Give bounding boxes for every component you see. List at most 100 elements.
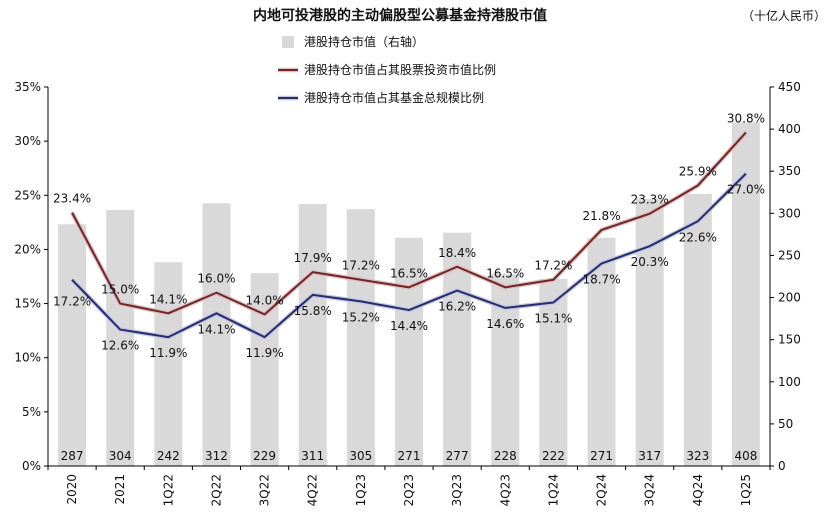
bar-label-1Q25: 408 — [734, 449, 757, 463]
red-point-label-4Q22: 17.9% — [294, 251, 332, 265]
blue-point-label-1Q22: 11.9% — [149, 346, 187, 360]
lines-layer — [70, 130, 748, 340]
red-point-label-2Q24: 21.8% — [582, 209, 620, 223]
bar-2Q24 — [587, 237, 616, 466]
blue-point-label-4Q23: 14.6% — [486, 317, 524, 331]
right-tick-label: 250 — [778, 248, 801, 262]
x-tick-label-2020: 2020 — [65, 474, 79, 505]
legend: 港股持仓市值（右轴） 港股持仓市值占其股票投资市值比例港股持仓市值占其基金总规模比… — [278, 34, 496, 105]
bar-2Q22 — [202, 203, 231, 466]
bar-label-1Q22: 242 — [157, 449, 180, 463]
x-tick-label-4Q24: 4Q24 — [691, 474, 705, 506]
bar-2021 — [106, 209, 135, 466]
blue-point-label-1Q25: 27.0% — [727, 183, 765, 197]
x-tick-label-3Q24: 3Q24 — [643, 474, 657, 506]
series-line-2 — [71, 172, 747, 339]
right-tick-label: 300 — [778, 206, 801, 220]
red-point-label-2Q23: 16.5% — [390, 266, 428, 280]
bar-2020 — [58, 224, 87, 466]
legend-swatch-bar — [282, 36, 294, 48]
x-tick-label-1Q24: 1Q24 — [546, 474, 560, 506]
red-point-label-1Q25: 30.8% — [727, 111, 765, 125]
blue-point-label-2021: 12.6% — [101, 339, 139, 353]
left-tick-label: 5% — [22, 405, 41, 419]
bar-label-2Q23: 271 — [398, 449, 421, 463]
red-point-label-2021: 15.0% — [101, 283, 139, 297]
bar-label-1Q24: 222 — [542, 449, 565, 463]
blue-point-label-2020: 17.2% — [53, 295, 91, 309]
bar-1Q22 — [154, 262, 183, 466]
bar-label-4Q22: 311 — [301, 449, 324, 463]
x-tick-label-4Q22: 4Q22 — [306, 474, 320, 506]
blue-point-label-1Q24: 15.1% — [534, 311, 572, 325]
right-tick-label: 150 — [778, 333, 801, 347]
red-point-label-1Q24: 17.2% — [534, 259, 572, 273]
x-tick-label-2Q23: 2Q23 — [402, 474, 416, 506]
labels-layer: 287 304 242 312 229 311 305 271 277 228 222 271 317 3… — [53, 111, 765, 463]
blue-point-label-3Q23: 16.2% — [438, 300, 476, 314]
left-tick-label: 35% — [14, 80, 41, 94]
red-point-label-3Q22: 14.0% — [246, 293, 284, 307]
left-tick-label: 15% — [14, 297, 41, 311]
blue-point-label-3Q24: 20.3% — [631, 255, 669, 269]
left-tick-label: 0% — [22, 459, 41, 473]
right-tick-label: 50 — [778, 417, 793, 431]
bar-label-2020: 287 — [61, 449, 84, 463]
bars-layer — [58, 122, 760, 466]
right-tick-label: 100 — [778, 375, 801, 389]
red-point-label-3Q24: 23.3% — [631, 193, 669, 207]
red-point-label-2020: 23.4% — [53, 192, 91, 206]
bar-4Q22 — [298, 204, 327, 466]
x-tick-label-3Q22: 3Q22 — [258, 474, 272, 506]
series-line-1 — [71, 131, 747, 316]
left-tick-label: 30% — [14, 134, 41, 148]
left-tick-label: 20% — [14, 242, 41, 256]
x-tick-label-1Q22: 1Q22 — [161, 474, 175, 506]
x-tick-label-4Q23: 4Q23 — [498, 474, 512, 506]
right-tick-label: 350 — [778, 164, 801, 178]
bar-4Q24 — [683, 193, 712, 466]
bar-label-2Q24: 271 — [590, 449, 613, 463]
bar-2Q23 — [395, 237, 423, 466]
blue-point-label-2Q24: 18.7% — [582, 273, 620, 287]
red-point-label-3Q23: 18.4% — [438, 246, 476, 260]
right-tick-label: 400 — [778, 122, 801, 136]
x-tick-label-2021: 2021 — [113, 474, 127, 505]
bar-label-2021: 304 — [109, 449, 132, 463]
x-tick-label-1Q25: 1Q25 — [739, 474, 753, 506]
right-tick-label: 200 — [778, 291, 801, 305]
bar-label-3Q22: 229 — [253, 449, 276, 463]
bar-label-4Q24: 323 — [686, 449, 709, 463]
x-tick-label-1Q23: 1Q23 — [354, 474, 368, 506]
bar-label-3Q23: 277 — [446, 449, 469, 463]
x-tick-label-2Q24: 2Q24 — [595, 474, 609, 506]
right-tick-label: 450 — [778, 80, 801, 94]
red-point-label-4Q23: 16.5% — [486, 266, 524, 280]
bar-1Q24 — [539, 279, 568, 466]
bar-1Q23 — [346, 209, 375, 466]
blue-point-label-3Q22: 11.9% — [246, 346, 284, 360]
legend-label-bar: 港股持仓市值（右轴） — [304, 34, 424, 49]
chart-title: 内地可投港股的主动偏股型公募基金持港股市值 — [253, 7, 547, 24]
bar-1Q25 — [731, 122, 760, 466]
bar-label-4Q23: 228 — [494, 449, 517, 463]
red-point-label-1Q23: 17.2% — [342, 259, 380, 273]
red-point-label-2Q22: 16.0% — [197, 272, 235, 286]
bar-label-3Q24: 317 — [638, 449, 661, 463]
legend-label-line-2: 港股持仓市值占其基金总规模比例 — [304, 90, 484, 105]
right-tick-label: 0 — [778, 459, 786, 473]
unit-note: （十亿人民币） — [742, 8, 826, 23]
blue-point-label-2Q23: 14.4% — [390, 319, 428, 333]
left-tick-label: 25% — [14, 188, 41, 202]
bar-label-1Q23: 305 — [349, 449, 372, 463]
red-point-label-4Q24: 25.9% — [679, 165, 717, 179]
x-tick-label-2Q22: 2Q22 — [209, 474, 223, 506]
blue-point-label-1Q23: 15.2% — [342, 310, 380, 324]
blue-point-label-4Q24: 22.6% — [679, 230, 717, 244]
blue-point-label-2Q22: 14.1% — [197, 322, 235, 336]
bar-label-2Q22: 312 — [205, 449, 228, 463]
legend-label-line-1: 港股持仓市值占其股票投资市值比例 — [304, 62, 496, 77]
blue-point-label-4Q22: 15.8% — [294, 304, 332, 318]
